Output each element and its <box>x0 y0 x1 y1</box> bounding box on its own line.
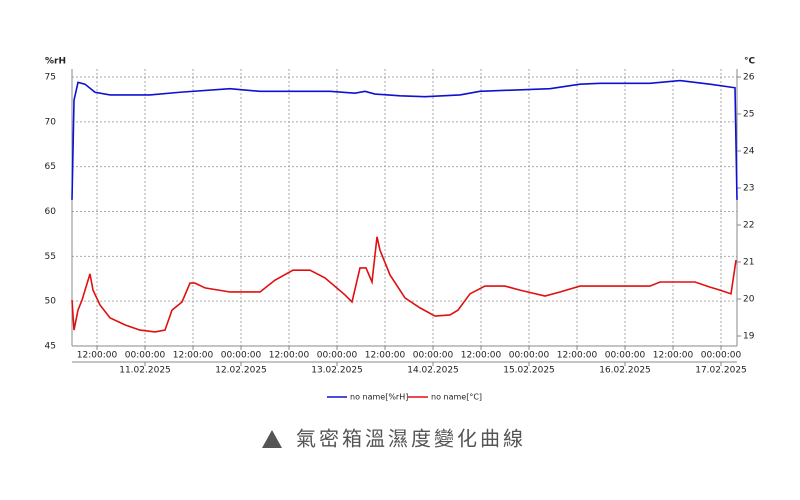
y2-tick-label: 20 <box>743 295 755 305</box>
x-tick-label: 12:00:00 <box>77 351 118 361</box>
date-label: 16.02.2025 <box>599 366 651 376</box>
y2-tick-label: 26 <box>743 73 755 83</box>
x-tick-label: 12:00:00 <box>269 351 310 361</box>
caption-icon <box>262 430 282 448</box>
y-tick-label: 55 <box>45 252 56 262</box>
legend-label: no name[%rH] <box>350 393 408 402</box>
date-label: 17.02.2025 <box>695 366 747 376</box>
date-label: 13.02.2025 <box>311 366 363 376</box>
x-tick-label: 12:00:00 <box>365 351 406 361</box>
x-tick-label: 12:00:00 <box>653 351 694 361</box>
y2-tick-label: 21 <box>743 258 754 268</box>
y-tick-label: 60 <box>45 207 57 217</box>
caption: 氣密箱溫濕度變化曲線 <box>296 427 526 451</box>
y-tick-label: 45 <box>45 342 56 352</box>
x-tick-label: 00:00:00 <box>605 351 646 361</box>
y2-axis-label: °C <box>744 57 756 67</box>
x-tick-label: 00:00:00 <box>701 351 742 361</box>
date-label: 14.02.2025 <box>407 366 459 376</box>
legend-label: no name[°C] <box>431 393 482 402</box>
x-tick-label: 00:00:00 <box>413 351 454 361</box>
date-label: 15.02.2025 <box>503 366 555 376</box>
x-tick-label: 00:00:00 <box>221 351 262 361</box>
series-line <box>71 79 738 200</box>
series-line <box>71 236 737 333</box>
y-axis-label: %rH <box>45 57 66 67</box>
y-tick-label: 70 <box>45 117 57 127</box>
y2-tick-label: 25 <box>743 110 754 120</box>
y-tick-label: 50 <box>45 297 57 307</box>
y2-tick-label: 23 <box>743 184 754 194</box>
x-tick-label: 12:00:00 <box>557 351 598 361</box>
y2-tick-label: 24 <box>743 147 755 157</box>
x-tick-label: 12:00:00 <box>461 351 502 361</box>
y2-tick-label: 22 <box>743 221 754 231</box>
date-label: 12.02.2025 <box>215 366 267 376</box>
y2-tick-label: 19 <box>743 332 755 342</box>
x-tick-label: 00:00:00 <box>125 351 166 361</box>
x-tick-label: 12:00:00 <box>173 351 214 361</box>
y-tick-label: 65 <box>45 162 56 172</box>
x-tick-label: 00:00:00 <box>317 351 358 361</box>
x-tick-label: 00:00:00 <box>509 351 550 361</box>
y-tick-label: 75 <box>45 73 56 83</box>
date-label: 11.02.2025 <box>119 366 171 376</box>
